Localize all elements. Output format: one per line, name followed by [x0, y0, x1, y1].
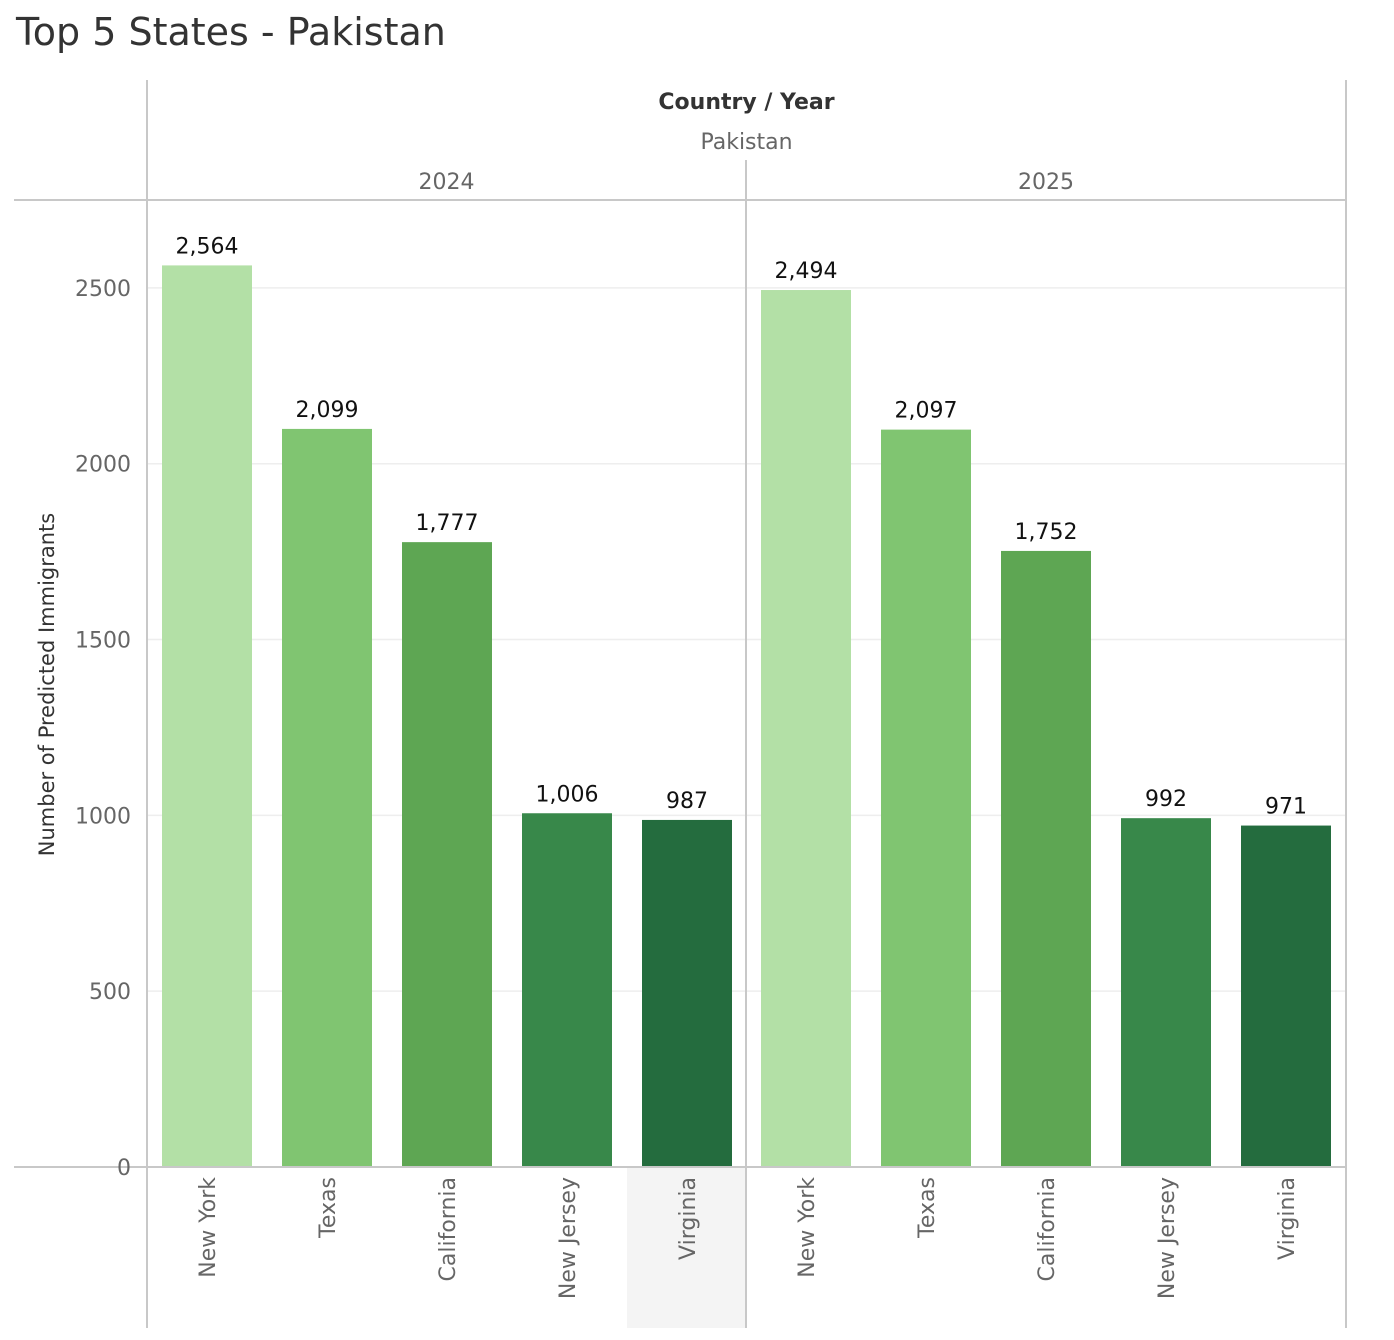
y-tick-label: 500 — [89, 980, 131, 1005]
category-label: California — [1035, 1177, 1060, 1281]
bar — [1241, 825, 1331, 1167]
y-tick-label: 1000 — [75, 804, 131, 829]
bar — [761, 290, 851, 1167]
frame-layer — [14, 80, 1347, 1328]
bar-value-label: 2,099 — [296, 398, 359, 423]
bar — [402, 542, 492, 1167]
category-label: Texas — [316, 1177, 341, 1239]
category-label: New Jersey — [556, 1177, 581, 1299]
bar-value-label: 987 — [666, 789, 708, 814]
bar-value-label: 1,752 — [1015, 520, 1078, 545]
category-label: New Jersey — [1155, 1177, 1180, 1299]
y-tick-label: 2000 — [75, 453, 131, 478]
header-country: Pakistan — [700, 130, 792, 155]
category-label: Texas — [915, 1177, 940, 1239]
bar — [1121, 818, 1211, 1167]
year-header: 2024 — [419, 170, 475, 195]
bar — [282, 428, 372, 1167]
bar-value-label: 992 — [1145, 787, 1187, 812]
bar-value-label: 1,006 — [536, 782, 599, 807]
bar-value-label: 1,777 — [416, 511, 479, 536]
y-tick-label: 0 — [117, 1156, 131, 1181]
y-tick-label: 2500 — [75, 277, 131, 302]
category-label: New York — [795, 1177, 820, 1278]
bar — [162, 265, 252, 1167]
bar-value-label: 2,564 — [176, 234, 239, 259]
bar-value-label: 2,494 — [775, 259, 838, 284]
background-layer — [627, 1168, 747, 1328]
category-label: Virginia — [676, 1177, 701, 1260]
bar — [1001, 550, 1091, 1167]
header-label: Country / Year — [658, 90, 834, 115]
y-tick-label: 1500 — [75, 629, 131, 654]
category-label: California — [436, 1177, 461, 1281]
chart-title: Top 5 States - Pakistan — [16, 10, 446, 54]
bar — [881, 429, 971, 1167]
bar-layer — [162, 265, 1331, 1167]
bar-value-label: 971 — [1265, 795, 1307, 820]
highlighted-category-cell — [627, 1168, 747, 1328]
category-label: Virginia — [1275, 1177, 1300, 1260]
bar — [522, 813, 612, 1167]
bar-value-label: 2,097 — [895, 399, 958, 424]
y-axis-title: Number of Predicted Immigrants — [35, 513, 59, 856]
bar — [642, 819, 732, 1167]
text-layer: 0 500 1000 1500 2000 2500 2,564 New York 2,099 Te… — [35, 90, 1307, 1299]
category-label: New York — [196, 1177, 221, 1278]
year-header: 2025 — [1018, 170, 1074, 195]
